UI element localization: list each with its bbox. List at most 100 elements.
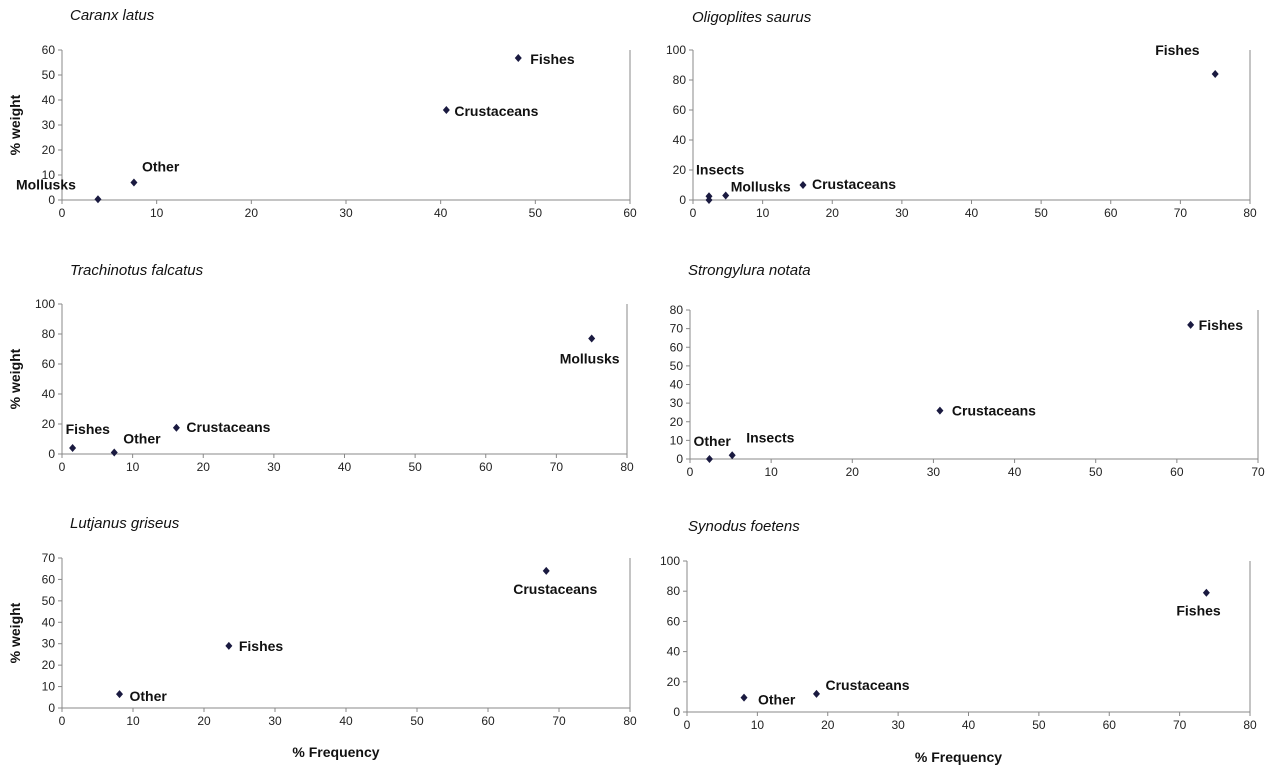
x-tick-label: 0 <box>687 465 694 479</box>
x-tick-label: 20 <box>826 206 840 220</box>
data-point-crustaceans <box>936 406 944 415</box>
x-tick-label: 70 <box>552 714 566 728</box>
x-tick-label: 80 <box>1243 206 1257 220</box>
x-tick-label: 40 <box>962 718 976 732</box>
x-tick-label: 30 <box>268 714 282 728</box>
y-tick-label: 100 <box>35 297 55 311</box>
y-tick-label: 60 <box>670 340 684 354</box>
y-tick-label: 0 <box>48 193 55 207</box>
x-tick-label: 10 <box>751 718 765 732</box>
x-tick-label: 0 <box>690 206 697 220</box>
x-tick-label: 10 <box>756 206 770 220</box>
data-point-mollusks <box>588 334 596 343</box>
x-tick-label: 40 <box>339 714 353 728</box>
x-tick-label: 0 <box>59 206 66 220</box>
data-point-fishes <box>69 444 77 452</box>
data-point-fishes <box>1211 70 1219 78</box>
data-point <box>705 196 713 204</box>
data-point-other <box>116 690 124 699</box>
y-tick-label: 50 <box>42 594 56 608</box>
y-tick-label: 20 <box>667 675 681 689</box>
data-point-insects <box>728 451 736 460</box>
y-tick-label: 60 <box>42 357 56 371</box>
y-tick-label: 60 <box>673 103 687 117</box>
y-tick-label: 40 <box>670 378 684 392</box>
x-tick-label: 60 <box>1104 206 1118 220</box>
data-label-crustaceans: Crustaceans <box>812 176 896 192</box>
chart-title: Oligoplites saurus <box>692 9 812 26</box>
x-tick-label: 20 <box>197 460 211 474</box>
y-tick-label: 0 <box>679 193 686 207</box>
y-axis-title: % weight <box>7 348 23 409</box>
x-tick-label: 0 <box>59 714 66 728</box>
x-tick-label: 80 <box>620 460 634 474</box>
chart-title: Strongylura notata <box>688 262 811 279</box>
x-tick-label: 60 <box>1103 718 1117 732</box>
data-label-other: Other <box>142 159 180 175</box>
x-tick-label: 70 <box>550 460 564 474</box>
x-tick-label: 10 <box>126 460 140 474</box>
chart-panel-oligoplites-saurus: Oligoplites saurus 0 20 40 60 80 100 0 10 20 30 40 5… <box>666 9 1257 220</box>
y-tick-label: 30 <box>42 637 56 651</box>
data-label-other: Other <box>693 433 731 449</box>
y-tick-label: 70 <box>670 322 684 336</box>
x-tick-label: 10 <box>126 714 140 728</box>
y-tick-label: 70 <box>42 551 56 565</box>
y-tick-label: 60 <box>667 614 681 628</box>
data-point-crustaceans <box>442 106 450 114</box>
data-label-insects: Insects <box>746 429 794 445</box>
data-label-insects: Insects <box>696 161 744 177</box>
data-point-fishes <box>225 641 233 650</box>
x-tick-label: 80 <box>1243 718 1257 732</box>
data-point-other <box>740 693 748 702</box>
data-point-fishes <box>1187 320 1195 329</box>
x-axis-title: % Frequency <box>915 749 1002 765</box>
y-tick-label: 80 <box>667 584 681 598</box>
x-tick-label: 20 <box>846 465 860 479</box>
data-label-fishes: Fishes <box>530 51 575 67</box>
x-tick-label: 80 <box>623 714 637 728</box>
data-label-crustaceans: Crustaceans <box>186 419 270 435</box>
data-label-other: Other <box>130 688 168 704</box>
x-tick-label: 30 <box>891 718 905 732</box>
y-tick-label: 40 <box>42 93 56 107</box>
chart-title: Trachinotus falcatus <box>70 262 204 279</box>
x-tick-label: 70 <box>1173 718 1187 732</box>
data-point-crustaceans <box>542 566 550 575</box>
chart-title: Caranx latus <box>70 7 155 24</box>
data-label-crustaceans: Crustaceans <box>952 403 1036 419</box>
data-label-other: Other <box>758 692 796 708</box>
data-label-crustaceans: Crustaceans <box>513 581 597 597</box>
y-tick-label: 50 <box>42 68 56 82</box>
data-label-crustaceans: Crustaceans <box>454 103 538 119</box>
y-tick-label: 30 <box>670 396 684 410</box>
y-tick-label: 60 <box>42 572 56 586</box>
y-tick-label: 20 <box>42 417 56 431</box>
data-point-mollusks <box>722 191 730 200</box>
x-tick-label: 40 <box>1008 465 1022 479</box>
y-tick-label: 20 <box>42 658 56 672</box>
x-tick-label: 70 <box>1251 465 1265 479</box>
chart-panel-caranx-latus: Caranx latus 0 10 20 30 40 50 60 0 10 20 30 40 50 60 % … <box>7 7 637 220</box>
x-tick-label: 60 <box>623 206 637 220</box>
data-label-mollusks: Mollusks <box>560 351 620 367</box>
data-label-fishes: Fishes <box>239 638 284 654</box>
x-tick-label: 50 <box>1089 465 1103 479</box>
y-tick-label: 20 <box>670 415 684 429</box>
data-point-crustaceans <box>799 181 807 189</box>
y-tick-label: 20 <box>42 143 56 157</box>
x-tick-label: 50 <box>1034 206 1048 220</box>
y-tick-label: 10 <box>42 168 56 182</box>
y-tick-label: 30 <box>42 118 56 132</box>
y-tick-label: 20 <box>673 163 687 177</box>
x-tick-label: 30 <box>927 465 941 479</box>
y-tick-label: 80 <box>673 73 687 87</box>
data-label-mollusks: Mollusks <box>16 176 76 192</box>
x-tick-label: 60 <box>481 714 495 728</box>
data-label-crustaceans: Crustaceans <box>825 677 909 693</box>
y-tick-label: 80 <box>42 327 56 341</box>
y-tick-label: 40 <box>667 645 681 659</box>
data-point-crustaceans <box>172 423 180 432</box>
x-axis-title: % Frequency <box>292 744 379 760</box>
